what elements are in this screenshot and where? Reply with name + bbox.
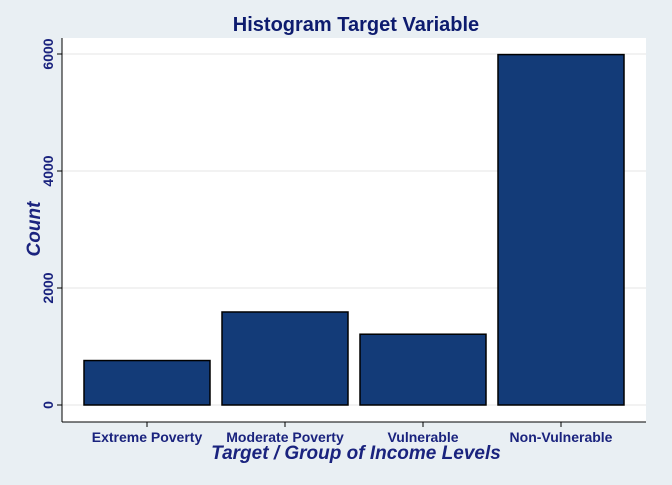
y-tick-label: 4000 — [40, 155, 56, 186]
y-axis-label: Count — [24, 201, 45, 257]
y-tick-label: 2000 — [40, 272, 56, 303]
x-tick-label: Moderate Poverty — [226, 429, 344, 445]
y-tick-label: 6000 — [40, 38, 56, 69]
bar — [497, 53, 625, 406]
x-axis-label: Target / Group of Income Levels — [211, 443, 501, 464]
x-axis-ticks: Extreme Poverty Moderate Poverty Vulnerabl… — [92, 422, 613, 445]
bar — [359, 333, 487, 406]
x-tick-label: Vulnerable — [387, 429, 458, 445]
bars — [83, 53, 625, 406]
x-tick-label: Non-Vulnerable — [510, 429, 613, 445]
bar — [221, 311, 349, 406]
chart-title: Histogram Target Variable — [233, 14, 479, 36]
bar — [83, 359, 211, 406]
x-tick-label: Extreme Poverty — [92, 429, 203, 445]
y-tick-label: 0 — [40, 401, 56, 409]
y-axis-ticks: 0 2000 4000 6000 — [40, 38, 62, 409]
